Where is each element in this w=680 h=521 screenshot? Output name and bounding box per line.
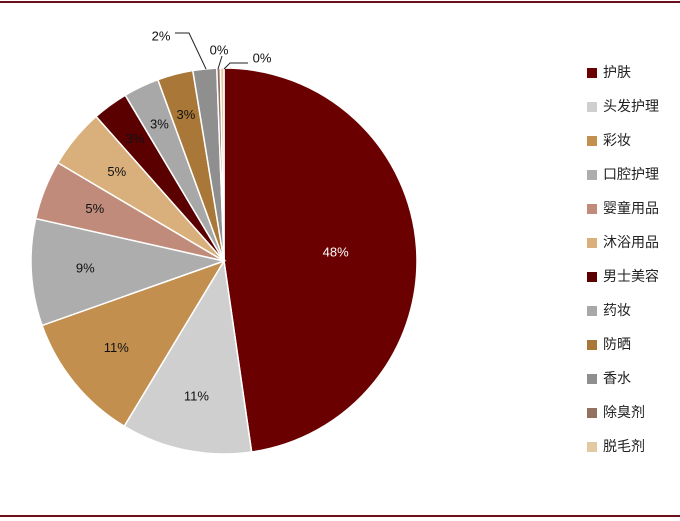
pie-slices bbox=[30, 67, 418, 455]
top-border-line bbox=[0, 1, 680, 3]
slice-3 bbox=[41, 259, 226, 428]
data-label-7: 3% bbox=[126, 131, 145, 146]
legend-swatch-6 bbox=[587, 238, 597, 248]
legend-swatch-12 bbox=[587, 442, 597, 452]
legend-label-8: 药妆 bbox=[603, 303, 631, 319]
slice-1 bbox=[223, 67, 418, 453]
legend-swatch-5 bbox=[587, 204, 597, 214]
legend-swatch-10 bbox=[587, 374, 597, 384]
data-label-6: 5% bbox=[107, 164, 126, 179]
legend-label-11: 除臭剂 bbox=[603, 405, 645, 421]
legend-swatch-7 bbox=[587, 272, 597, 282]
bottom-border-line bbox=[0, 515, 680, 517]
legend-label-4: 口腔护理 bbox=[603, 167, 659, 183]
leader-line-12 bbox=[223, 62, 248, 70]
legend-label-7: 男士美容 bbox=[603, 268, 659, 285]
data-label-5: 5% bbox=[85, 201, 104, 216]
data-label-2: 11% bbox=[184, 389, 209, 404]
legend-label-12: 脱毛剂 bbox=[603, 439, 645, 455]
data-label-11: 0% bbox=[210, 42, 229, 57]
data-label-9: 3% bbox=[177, 107, 196, 122]
legend-swatch-1 bbox=[587, 68, 597, 78]
slice-4 bbox=[30, 217, 227, 327]
legend-label-5: 婴童用品 bbox=[603, 200, 659, 217]
data-label-4: 9% bbox=[76, 261, 95, 276]
legend-label-2: 头发护理 bbox=[603, 99, 659, 115]
legend-swatch-9 bbox=[587, 340, 597, 350]
legend-swatch-3 bbox=[587, 136, 597, 146]
slice-12 bbox=[219, 67, 225, 262]
leader-line-11 bbox=[217, 55, 223, 70]
legend-label-9: 防晒 bbox=[603, 337, 631, 353]
legend-label-3: 彩妆 bbox=[603, 133, 631, 149]
data-label-12: 0% bbox=[253, 50, 272, 65]
data-label-1: 48% bbox=[323, 244, 349, 259]
legend-swatch-11 bbox=[587, 408, 597, 418]
legend-swatch-8 bbox=[587, 306, 597, 316]
slice-2 bbox=[123, 258, 253, 455]
data-label-8: 3% bbox=[150, 116, 169, 131]
data-label-3: 11% bbox=[104, 340, 129, 355]
legend-label-10: 香水 bbox=[603, 371, 631, 387]
pie-data-labels: 48% 11% 11% 9% 5% 5% 3% 3% 3% 2% 0% 0% bbox=[76, 28, 349, 403]
leader-line-10 bbox=[175, 32, 207, 70]
legend-swatch-4 bbox=[587, 170, 597, 180]
legend-label-1: 护肤 bbox=[603, 65, 631, 81]
legend-label-6: 沐浴用品 bbox=[603, 235, 659, 251]
legend-swatch-2 bbox=[587, 102, 597, 112]
data-label-10: 2% bbox=[152, 28, 171, 43]
